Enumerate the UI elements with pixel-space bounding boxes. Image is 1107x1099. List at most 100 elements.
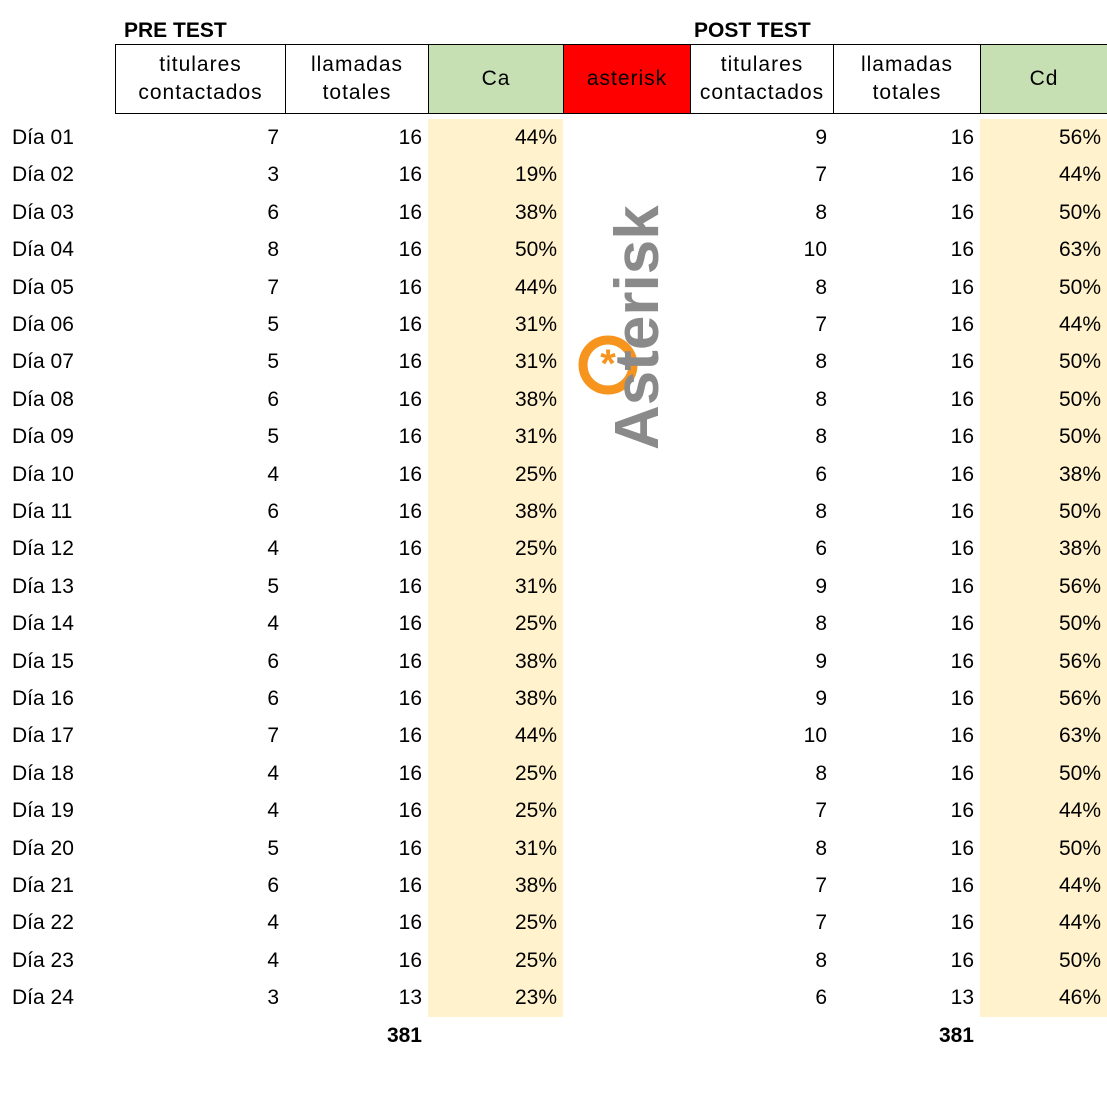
highlight xyxy=(980,268,1107,307)
cell: 6 xyxy=(267,500,279,523)
highlight xyxy=(428,343,563,382)
logo-ring xyxy=(578,335,638,395)
cell: 16 xyxy=(950,687,974,710)
cell: 16 xyxy=(950,238,974,262)
cell: 4 xyxy=(267,948,279,972)
cell: 7 xyxy=(815,874,827,897)
cell: 8 xyxy=(815,387,827,411)
cell: 16 xyxy=(398,462,422,486)
highlight xyxy=(428,268,563,307)
highlight xyxy=(980,306,1107,344)
cell: 7 xyxy=(815,911,827,935)
header-cell: titulares contactados xyxy=(115,44,286,114)
cell: 50% xyxy=(1058,836,1101,860)
highlight xyxy=(980,343,1107,382)
cell: 16 xyxy=(398,275,422,299)
cell: 16 xyxy=(398,724,422,748)
cell: 8 xyxy=(267,238,279,262)
header-cell: llamadas totales xyxy=(285,44,429,114)
highlight xyxy=(428,380,563,419)
cell: 31% xyxy=(514,425,557,449)
highlight xyxy=(980,231,1107,270)
row-label: Día 19 xyxy=(12,799,74,823)
header-cell: titulares contactados xyxy=(690,44,834,114)
header-text: contactados xyxy=(138,81,263,104)
cell: 63% xyxy=(1058,238,1101,262)
cell: 38% xyxy=(514,500,557,523)
cell: 16 xyxy=(950,200,974,224)
cell: 4 xyxy=(267,612,279,636)
cell: 10 xyxy=(803,724,827,748)
row-label: Día 09 xyxy=(12,425,74,449)
header-text: Cd xyxy=(1029,67,1059,90)
cell: 56% xyxy=(1058,126,1101,149)
row-label: Día 21 xyxy=(12,874,74,897)
highlight xyxy=(428,156,563,195)
cell: 63% xyxy=(1058,724,1101,748)
cell: 38% xyxy=(514,874,557,897)
cell: 25% xyxy=(514,537,557,561)
row-label: Día 11 xyxy=(12,500,73,523)
cell: 50% xyxy=(1058,500,1101,523)
row-label: Día 12 xyxy=(12,537,74,561)
cell: 44% xyxy=(514,724,557,748)
header-text: titulares xyxy=(720,53,804,76)
cell: 9 xyxy=(815,649,827,673)
cell: 16 xyxy=(398,387,422,411)
cell: 6 xyxy=(267,874,279,897)
cell: 38% xyxy=(514,200,557,224)
cell: 5 xyxy=(267,425,279,449)
cell: 16 xyxy=(950,948,974,972)
cell: 16 xyxy=(398,761,422,785)
highlight xyxy=(428,119,563,157)
row-label: Día 14 xyxy=(12,612,74,636)
cell: 50% xyxy=(514,238,557,262)
highlight xyxy=(428,418,563,457)
cell: 16 xyxy=(950,163,974,187)
row-label: Día 01 xyxy=(12,126,74,149)
header-text: Ca xyxy=(481,67,511,90)
header-text: contactados xyxy=(699,81,825,104)
highlight xyxy=(980,493,1107,531)
cell: 16 xyxy=(950,537,974,561)
cell: 6 xyxy=(267,200,279,224)
cell: 16 xyxy=(398,874,422,897)
row-label: Día 20 xyxy=(12,836,74,860)
cell: 6 xyxy=(815,537,827,561)
highlight xyxy=(980,717,1107,756)
row-label: Día 05 xyxy=(12,275,74,299)
cell: 31% xyxy=(514,574,557,598)
cell: 16 xyxy=(398,911,422,935)
highlight xyxy=(428,904,563,943)
cell: 16 xyxy=(398,238,422,262)
cell: 13 xyxy=(398,986,422,1010)
cell: 7 xyxy=(815,163,827,187)
highlight xyxy=(980,979,1107,1018)
highlight xyxy=(428,306,563,344)
cell: 31% xyxy=(514,350,557,374)
header-text: totales xyxy=(872,81,942,104)
highlight xyxy=(428,717,563,756)
highlight xyxy=(428,530,563,569)
header-cell: llamadas totales xyxy=(833,44,981,114)
cell: 16 xyxy=(398,313,422,336)
cell: 6 xyxy=(267,387,279,411)
row-label: Día 03 xyxy=(12,200,74,224)
cell: 4 xyxy=(267,537,279,561)
cell: 25% xyxy=(514,761,557,785)
cell: 56% xyxy=(1058,687,1101,710)
row-label: Día 08 xyxy=(12,387,74,411)
cell: 16 xyxy=(398,836,422,860)
cell: 16 xyxy=(398,799,422,823)
cell: 25% xyxy=(514,911,557,935)
cell: 4 xyxy=(267,761,279,785)
row-label: Día 04 xyxy=(12,238,74,262)
highlight xyxy=(428,455,563,494)
cell: 16 xyxy=(950,761,974,785)
cell: 50% xyxy=(1058,200,1101,224)
row-label: Día 23 xyxy=(12,948,74,972)
cell: 16 xyxy=(950,350,974,374)
post-title: POST TEST xyxy=(694,19,811,42)
cell: 16 xyxy=(950,724,974,748)
header-cell: Ca xyxy=(428,44,564,114)
